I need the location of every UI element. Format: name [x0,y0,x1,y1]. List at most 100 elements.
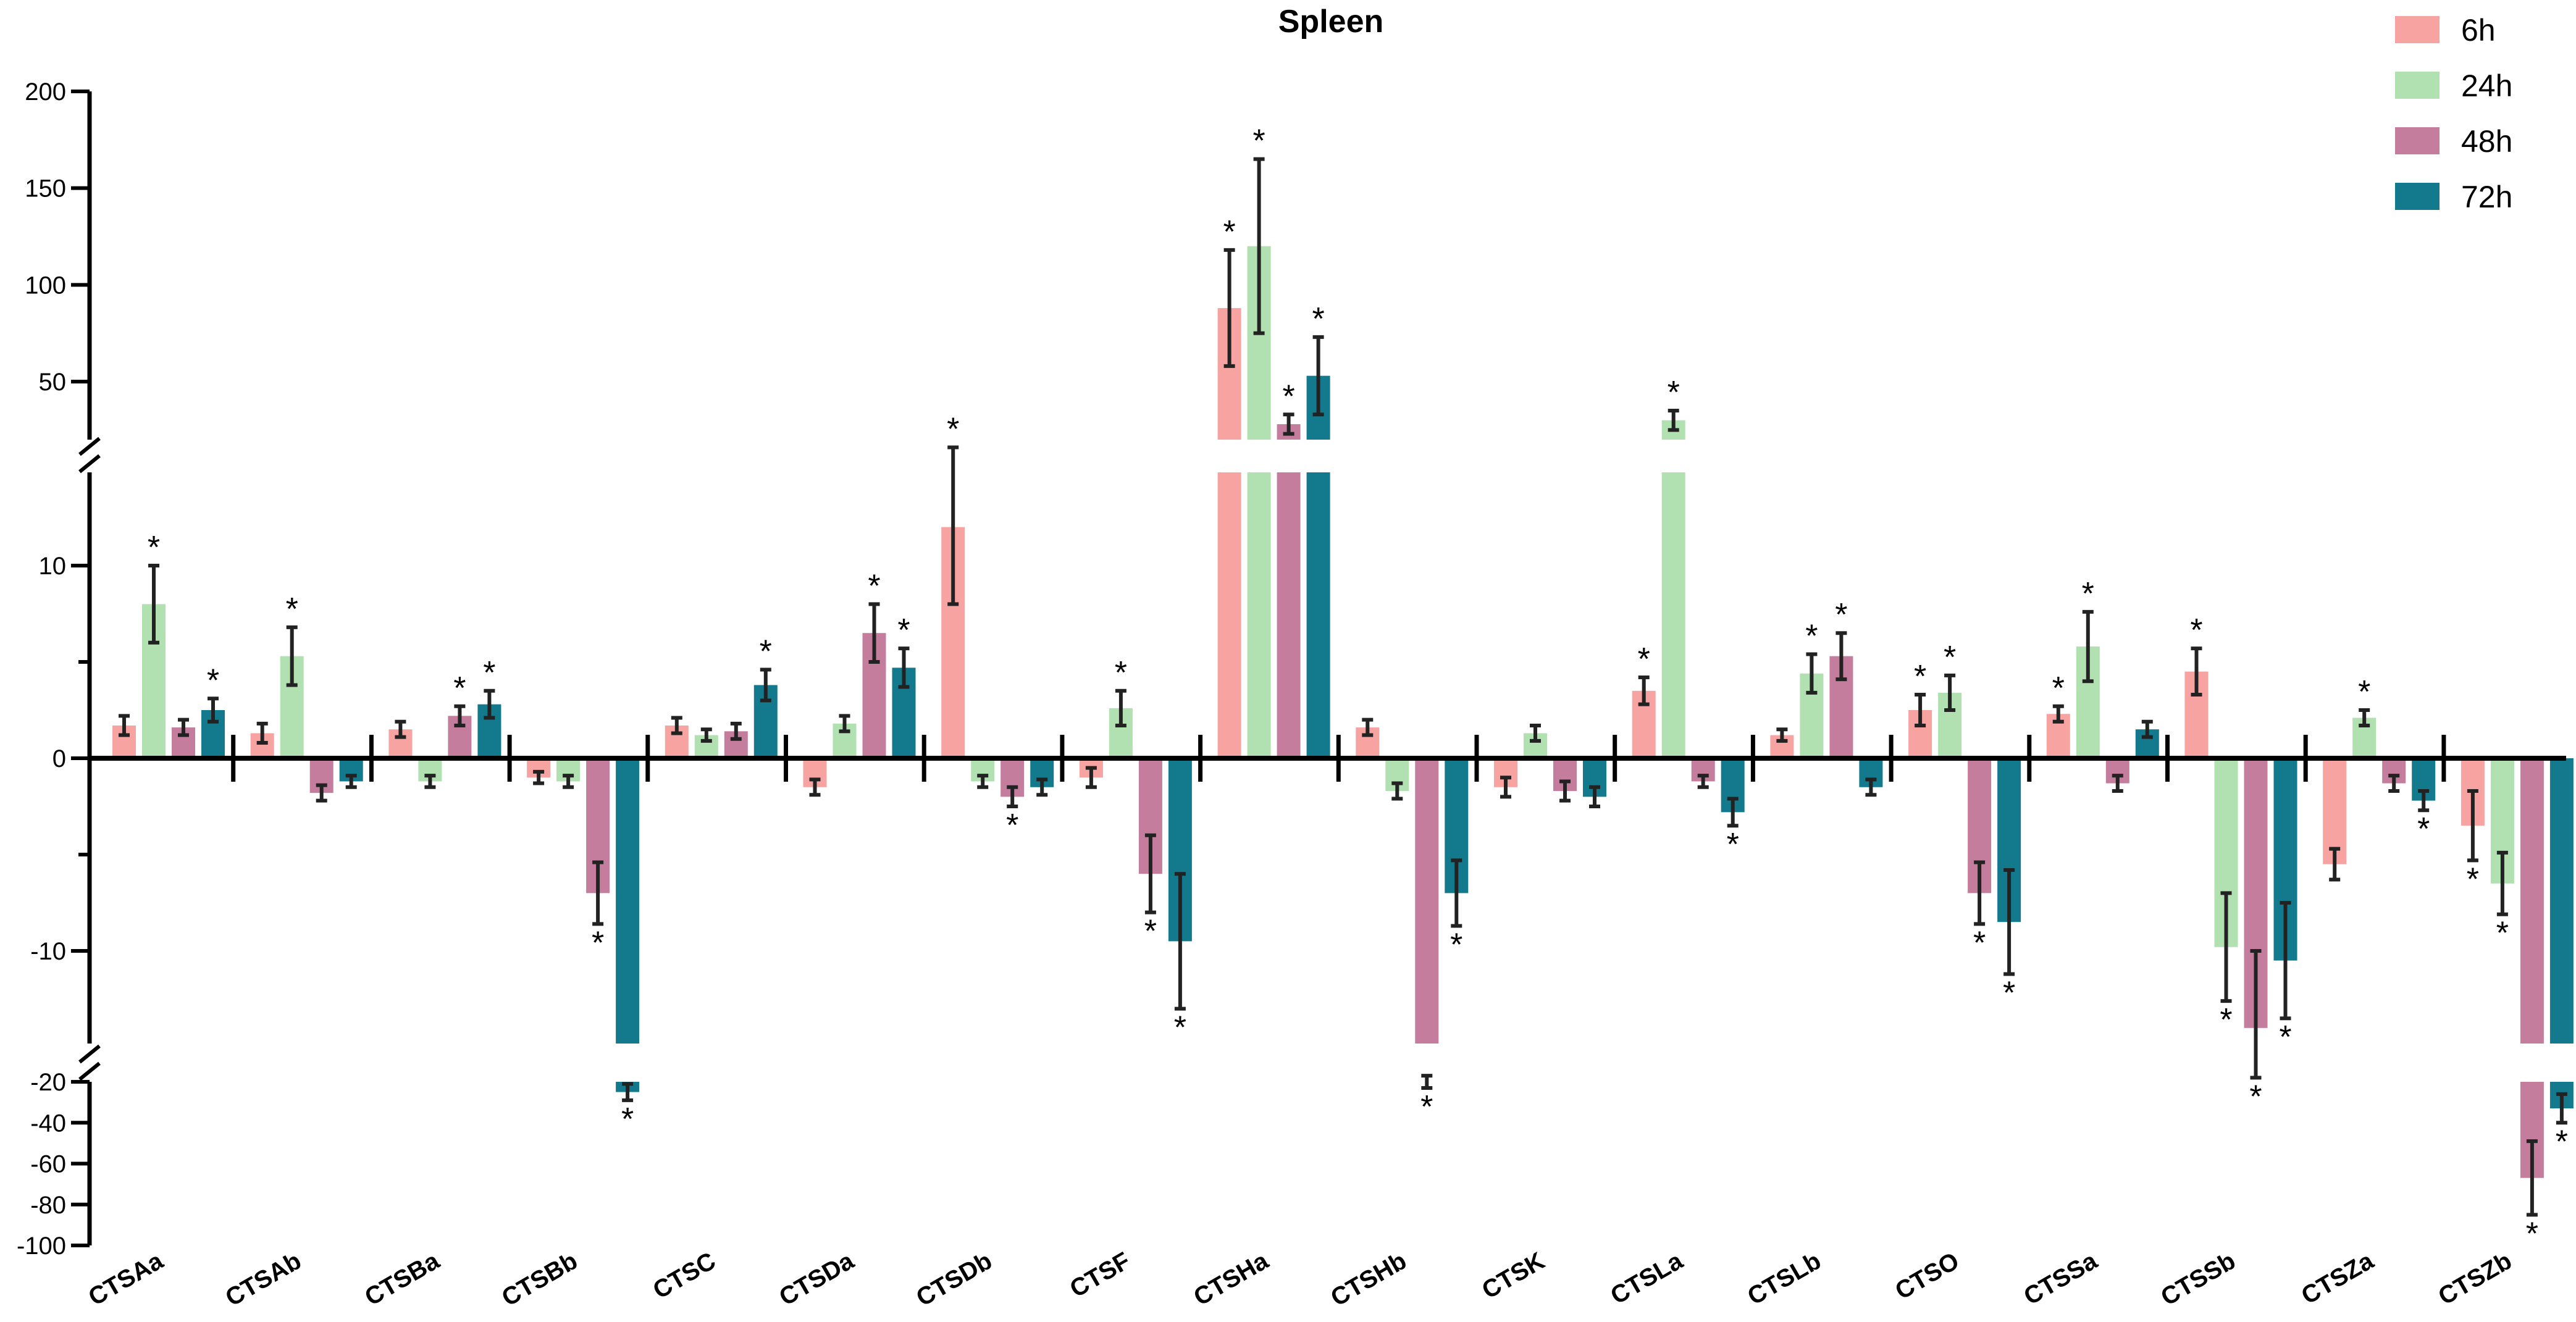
significance-star-CTSSb-72h: * [2279,1019,2291,1055]
significance-star-CTSLa-6h: * [1638,642,1650,677]
significance-star-CTSO-24h: * [1944,640,1956,676]
significance-star-CTSHa-48h: * [1282,379,1294,414]
legend-label-24h: 24h [2461,69,2512,103]
category-label-CTSBa: CTSBa [360,1247,444,1311]
category-label-CTSC: CTSC [648,1247,720,1305]
category-label-CTSHa: CTSHa [1189,1247,1273,1311]
bar-CTSZb-72h [2549,758,2574,1044]
bar-CTSHb-48h [1415,758,1439,1044]
legend-label-48h: 48h [2461,124,2512,159]
significance-star-CTSZa-72h: * [2417,811,2430,847]
bar-CTSHa-72h-part2 [1306,472,1330,758]
bar-CTSHa-6h-part2 [1217,472,1241,758]
significance-star-CTSLa-72h: * [1727,827,1739,863]
significance-star-CTSZb-72h: * [2556,1124,2568,1160]
y-axis-break-upper [78,437,101,474]
bar-CTSHa-24h-part2 [1247,472,1271,758]
y-tick-label: -60 [30,1151,66,1178]
significance-star-CTSHb-48h: * [1420,1089,1433,1125]
significance-star-CTSBa-72h: * [483,655,495,691]
legend-label-6h: 6h [2461,13,2496,48]
significance-star-CTSLb-24h: * [1805,619,1818,655]
y-tick-label: 200 [25,78,66,106]
y-tick-label: 150 [25,175,66,203]
significance-star-CTSZb-24h: * [2496,916,2509,952]
significance-star-CTSZb-48h: * [2526,1216,2538,1252]
significance-star-CTSAa-24h: * [148,530,160,566]
significance-star-CTSLb-48h: * [1835,597,1847,633]
significance-group: * * * * * * * * * * * * * * * * * * * * * * * * * * * * * * * * * * * * * * * *… [148,123,2568,1252]
category-label-CTSZb: CTSZb [2434,1247,2517,1311]
bars-group [112,246,2574,1178]
significance-star-CTSAb-24h: * [286,592,298,627]
significance-star-CTSSb-48h: * [2249,1079,2262,1115]
significance-star-CTSSa-6h: * [2052,671,2065,706]
bar-CTSLa-24h-part2 [1661,472,1685,758]
category-labels-group: CTSAa CTSAb CTSBa CTSBb CTSC CTSDa CTSDb CTSF CT… [84,1247,2516,1312]
y-axis-break-upper-mark-a [78,437,101,456]
significance-star-CTSBa-48h: * [453,671,466,706]
category-label-CTSO: CTSO [1890,1247,1963,1305]
legend-swatch-24h [2395,72,2440,99]
category-label-CTSSb: CTSSb [2156,1247,2240,1312]
y-tick-label: -80 [30,1192,66,1219]
category-label-CTSLa: CTSLa [1606,1247,1687,1310]
y-tick-label: -40 [30,1110,66,1137]
category-label-CTSDa: CTSDa [774,1247,858,1311]
significance-star-CTSBb-48h: * [592,925,604,961]
significance-star-CTSDb-48h: * [1006,808,1018,843]
y-tick-label: -20 [30,1069,66,1096]
y-tick-label: 100 [25,272,66,299]
significance-star-CTSDb-6h: * [947,412,959,448]
category-label-CTSK: CTSK [1477,1247,1549,1305]
y-tick-label: 10 [39,553,67,580]
significance-star-CTSAa-72h: * [207,663,219,698]
bar-CTSHa-48h-part2 [1277,472,1301,758]
category-label-CTSLb: CTSLb [1743,1247,1826,1311]
category-label-CTSF: CTSF [1065,1247,1135,1303]
y-axis-break-upper-mark-b [78,454,101,474]
chart-title: Spleen [1278,4,1384,40]
bar-CTSZa-6h [2323,758,2347,864]
significance-star-CTSLa-24h: * [1668,375,1680,411]
legend-swatch-48h [2395,127,2440,154]
significance-star-CTSO-6h: * [1914,659,1926,695]
significance-star-CTSHa-72h: * [1312,301,1324,337]
significance-star-CTSSb-24h: * [2220,1002,2232,1038]
significance-star-CTSZb-6h: * [2467,861,2479,897]
significance-star-CTSO-72h: * [2003,975,2015,1011]
category-label-CTSZa: CTSZa [2297,1247,2378,1310]
significance-star-CTSF-48h: * [1144,914,1157,950]
significance-star-CTSF-24h: * [1115,655,1127,691]
legend-swatch-72h [2395,183,2440,210]
significance-star-CTSBb-72h: * [621,1102,634,1137]
significance-star-CTSF-72h: * [1174,1010,1186,1046]
y-axis-break-lower [78,1044,101,1081]
y-tick-label: 50 [39,369,67,396]
category-label-CTSBb: CTSBb [497,1247,582,1312]
y-axis-break-lower-mark-a [78,1044,101,1064]
legend-swatch-6h [2395,16,2440,43]
legend-group: 6h 24h 48h 72h [2395,13,2512,214]
category-label-CTSSa: CTSSa [2020,1247,2102,1310]
significance-star-CTSO-48h: * [1973,925,1986,961]
significance-star-CTSHa-24h: * [1252,123,1265,159]
significance-star-CTSSa-24h: * [2082,576,2094,612]
significance-star-CTSHa-6h: * [1223,214,1235,250]
category-label-CTSAb: CTSAb [221,1247,306,1312]
bar-CTSBb-72h [616,758,640,1044]
significance-star-CTSHb-72h: * [1450,927,1462,963]
category-label-CTSAa: CTSAa [84,1247,168,1311]
bar-CTSZb-48h [2520,758,2544,1044]
category-label-CTSDb: CTSDb [912,1247,996,1312]
y-tick-label: -100 [17,1232,66,1260]
y-axis-break-lower-mark-b [78,1061,101,1081]
error-bars-group [119,157,2567,1217]
category-label-CTSHb: CTSHb [1326,1247,1411,1312]
legend-label-72h: 72h [2461,180,2512,214]
significance-star-CTSDa-48h: * [868,568,880,604]
y-tick-label: -10 [30,938,66,965]
